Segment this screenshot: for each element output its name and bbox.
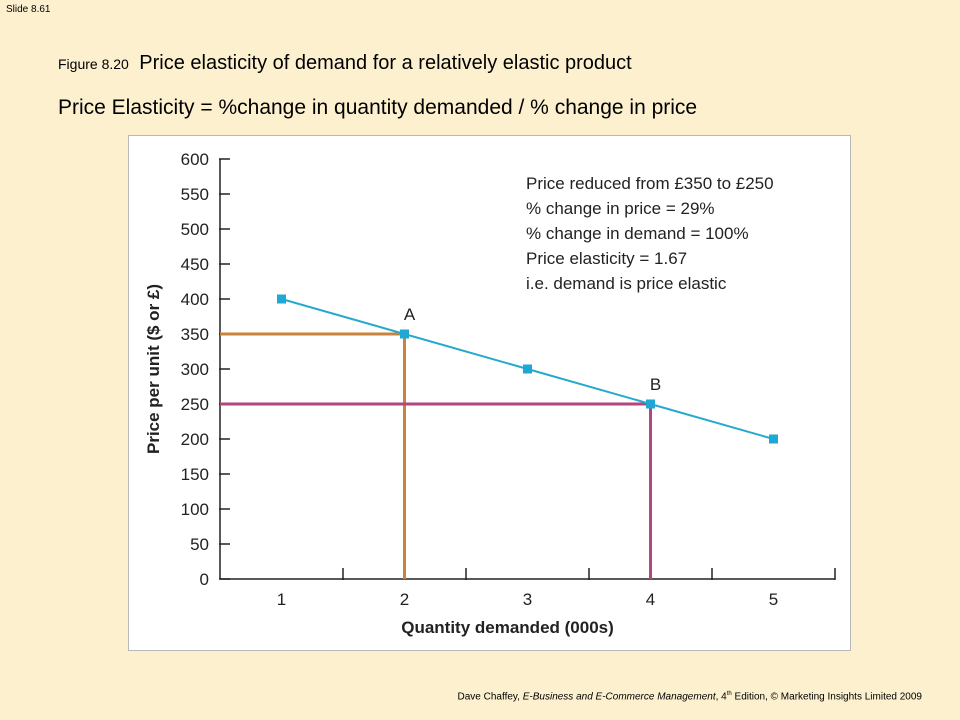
footer-edition-suffix: th (726, 691, 732, 697)
y-tick-label: 250 (181, 395, 209, 414)
annotation-line: % change in price = 29% (526, 199, 715, 218)
point-label-b: B (650, 375, 661, 394)
y-tick-label: 0 (200, 570, 209, 589)
annotation-line: Price elasticity = 1.67 (526, 249, 687, 268)
footer-rest: Edition, © Marketing Insights Limited 20… (731, 691, 922, 703)
annotation-line: Price reduced from £350 to £250 (526, 174, 774, 193)
y-tick-label: 350 (181, 325, 209, 344)
y-tick-label: 400 (181, 290, 209, 309)
y-tick-label: 450 (181, 255, 209, 274)
annotation-line: i.e. demand is price elastic (526, 274, 727, 293)
y-tick-label: 300 (181, 360, 209, 379)
chart-panel: 0 50 100 150 200 250 300 350 400 450 500 550 600 1 2 3 4… (128, 135, 851, 651)
figure-caption: Figure 8.20 Price elasticity of demand f… (58, 52, 632, 75)
data-point-marker (523, 364, 532, 374)
y-tick-label: 200 (181, 430, 209, 449)
footer-edition: , 4 (715, 691, 727, 703)
x-tick-label: 3 (523, 590, 532, 609)
y-tick-label: 550 (181, 185, 209, 204)
elasticity-chart: 0 50 100 150 200 250 300 350 400 450 500 550 600 1 2 3 4… (144, 150, 836, 637)
x-tick-label: 4 (646, 590, 655, 609)
x-axis-title: Quantity demanded (000s) (401, 618, 614, 637)
x-tick-label: 2 (400, 590, 409, 609)
figure-label: Figure 8.20 (58, 56, 129, 72)
y-tick-label: 600 (181, 150, 209, 169)
x-tick-label: 5 (769, 590, 778, 609)
figure-title: Price elasticity of demand for a relativ… (139, 52, 632, 74)
y-tick-label: 150 (181, 465, 209, 484)
y-tick-label: 50 (190, 535, 209, 554)
footer-book-title: E-Business and E-Commerce Management (522, 691, 716, 703)
footer-author: Dave Chaffey, (457, 691, 523, 703)
y-tick-label: 500 (181, 220, 209, 239)
annotation-line: % change in demand = 100% (526, 224, 749, 243)
x-tick-label: 1 (277, 590, 286, 609)
slide-number: Slide 8.61 (6, 4, 51, 15)
y-axis-title: Price per unit ($ or £) (144, 284, 163, 454)
elasticity-formula: Price Elasticity = %change in quantity d… (58, 96, 698, 119)
y-tick-label: 100 (181, 500, 209, 519)
data-point-marker (646, 399, 655, 409)
data-point-marker (400, 329, 409, 339)
point-label-a: A (404, 305, 416, 324)
data-point-marker (277, 294, 286, 304)
data-point-marker (769, 434, 778, 444)
footer-credit: Dave Chaffey, E-Business and E-Commerce … (458, 691, 923, 702)
